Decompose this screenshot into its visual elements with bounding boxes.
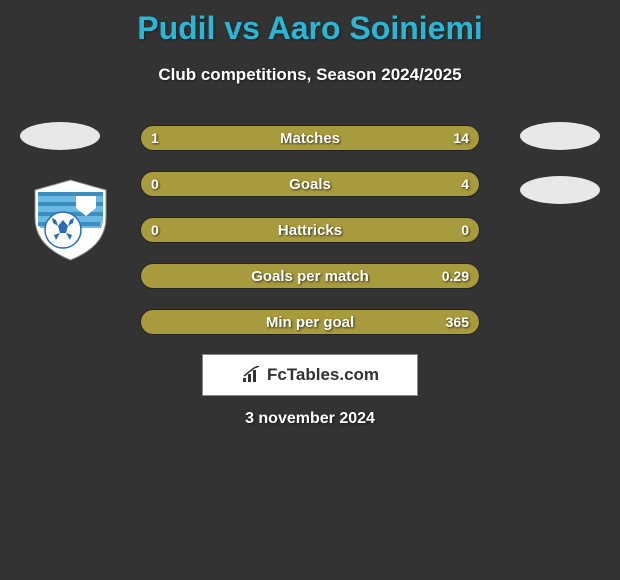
fctables-logo: FcTables.com: [202, 354, 418, 396]
stat-right-value: 0.29: [442, 264, 469, 288]
stat-row: 1 Matches 14: [140, 125, 480, 151]
player-right-placeholder-2-icon: [520, 176, 600, 204]
player-right-placeholder-1-icon: [520, 122, 600, 150]
stat-label: Goals: [141, 172, 479, 196]
stat-label: Min per goal: [141, 310, 479, 334]
stat-right-value: 14: [453, 126, 469, 150]
page-title: Pudil vs Aaro Soiniemi: [0, 0, 620, 47]
logo-text: FcTables.com: [241, 365, 379, 385]
stat-right-value: 4: [461, 172, 469, 196]
stat-row: 0 Hattricks 0: [140, 217, 480, 243]
date-label: 3 november 2024: [0, 410, 620, 428]
stats-bars: 1 Matches 14 0 Goals 4 0 Hattricks 0 Goa…: [140, 125, 480, 355]
stat-right-value: 365: [446, 310, 469, 334]
player-left-placeholder-icon: [20, 122, 100, 150]
stat-right-value: 0: [461, 218, 469, 242]
chart-icon: [241, 366, 263, 384]
stat-row: Min per goal 365: [140, 309, 480, 335]
club-badge-left-icon: [28, 178, 113, 263]
stat-label: Matches: [141, 126, 479, 150]
page-subtitle: Club competitions, Season 2024/2025: [0, 65, 620, 85]
stat-label: Goals per match: [141, 264, 479, 288]
stat-row: Goals per match 0.29: [140, 263, 480, 289]
stat-label: Hattricks: [141, 218, 479, 242]
logo-label: FcTables.com: [267, 365, 379, 385]
stat-row: 0 Goals 4: [140, 171, 480, 197]
